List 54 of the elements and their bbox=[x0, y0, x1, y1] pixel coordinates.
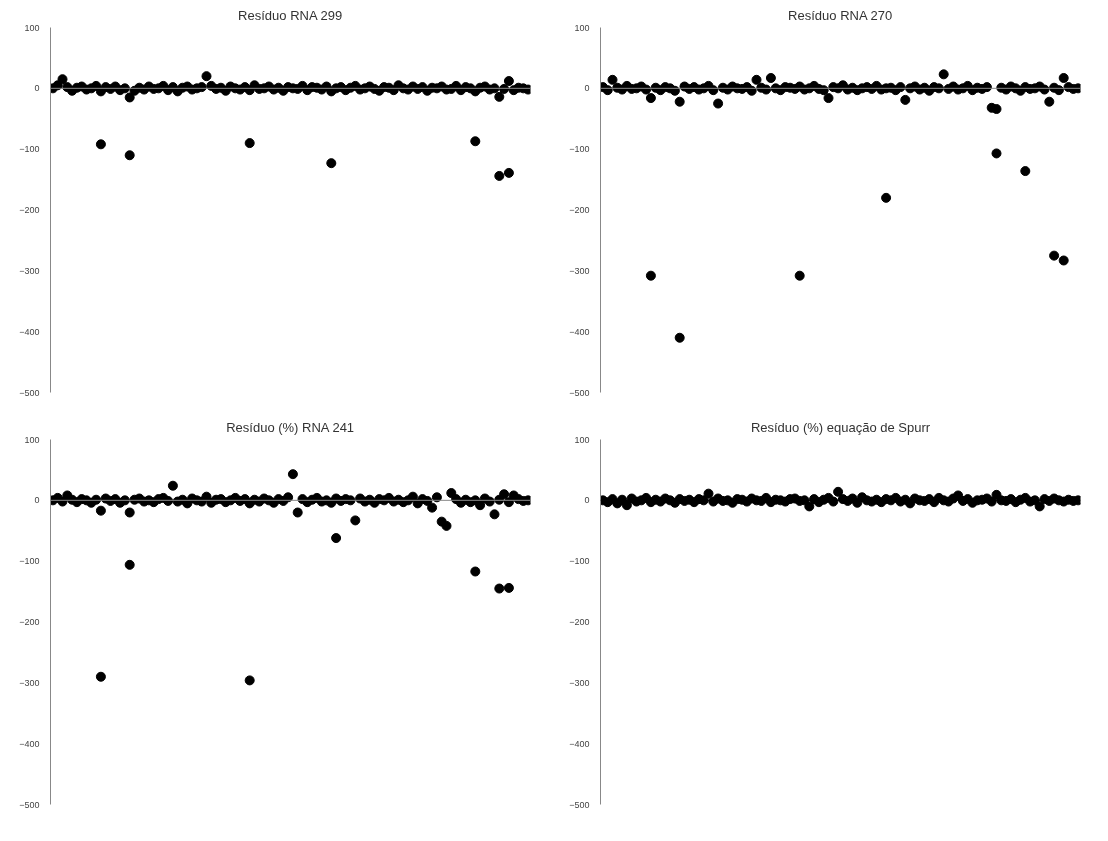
point bbox=[1049, 250, 1060, 261]
point bbox=[674, 332, 685, 343]
point bbox=[95, 671, 106, 682]
y-tick-label: −500 bbox=[19, 387, 40, 398]
point bbox=[244, 138, 255, 149]
y-tick-label: −300 bbox=[19, 265, 40, 276]
y-tick-label: 0 bbox=[34, 495, 40, 506]
y-tick-label: −500 bbox=[569, 387, 590, 398]
point bbox=[470, 136, 481, 147]
y-tick-label: −400 bbox=[569, 326, 590, 337]
point bbox=[244, 675, 255, 686]
y-tick-label: −200 bbox=[19, 617, 40, 627]
point bbox=[991, 148, 1002, 159]
y-tick-label: −400 bbox=[19, 326, 40, 337]
chart-title: Resíduo RNA 270 bbox=[788, 7, 893, 23]
point bbox=[331, 533, 342, 544]
y-tick-label: −200 bbox=[569, 205, 590, 215]
point bbox=[470, 566, 481, 577]
y-tick-label: −100 bbox=[569, 556, 590, 567]
y-tick-label: 100 bbox=[24, 22, 40, 33]
point bbox=[95, 139, 106, 150]
y-tick-label: 0 bbox=[584, 83, 590, 94]
point bbox=[503, 582, 514, 593]
point bbox=[494, 170, 505, 181]
point bbox=[794, 270, 805, 281]
point bbox=[503, 167, 514, 178]
y-tick-label: −500 bbox=[569, 799, 590, 810]
chart-title: Resíduo (%) RNA 241 bbox=[226, 419, 355, 435]
y-tick-label: −300 bbox=[569, 677, 590, 688]
point bbox=[881, 192, 892, 203]
y-tick-label: −300 bbox=[569, 265, 590, 276]
y-tick-label: 100 bbox=[574, 22, 590, 33]
y-tick-label: −200 bbox=[569, 617, 590, 627]
point bbox=[494, 583, 505, 594]
point bbox=[124, 150, 135, 161]
point bbox=[124, 559, 135, 570]
y-tick-label: 0 bbox=[34, 83, 40, 94]
point bbox=[645, 270, 656, 281]
y-tick-label: −100 bbox=[569, 144, 590, 155]
y-tick-label: 0 bbox=[584, 495, 590, 506]
y-tick-label: −400 bbox=[569, 738, 590, 749]
y-tick-label: −500 bbox=[19, 799, 40, 810]
point bbox=[326, 158, 337, 169]
y-tick-label: −200 bbox=[19, 205, 40, 215]
point bbox=[1058, 255, 1069, 266]
y-tick-label: −100 bbox=[19, 556, 40, 567]
chart-title: Resíduo RNA 299 bbox=[238, 7, 343, 23]
y-tick-label: −300 bbox=[19, 677, 40, 688]
chart-title: Resíduo (%) equação de Spurr bbox=[750, 419, 931, 435]
point bbox=[1020, 166, 1031, 177]
y-tick-label: 100 bbox=[574, 434, 590, 445]
y-tick-label: 100 bbox=[24, 434, 40, 445]
y-tick-label: −100 bbox=[19, 144, 40, 155]
y-tick-label: −400 bbox=[19, 738, 40, 749]
